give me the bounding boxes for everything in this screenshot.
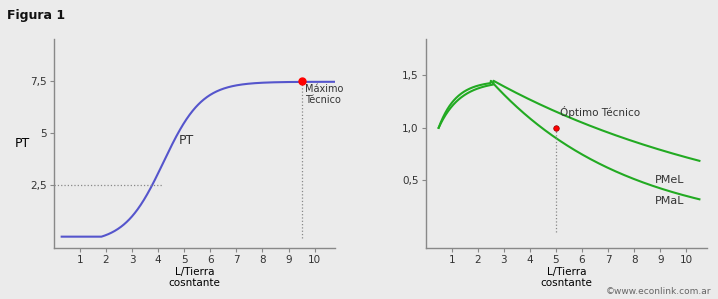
Text: Figura 1: Figura 1	[7, 9, 65, 22]
Text: PMeL: PMeL	[655, 175, 684, 185]
Text: ©www.econlink.com.ar: ©www.econlink.com.ar	[605, 287, 711, 296]
Text: Máximo
Técnico: Máximo Técnico	[304, 84, 343, 106]
X-axis label: L/Tierra
cosntante: L/Tierra cosntante	[541, 266, 592, 288]
Text: PT: PT	[179, 134, 195, 147]
Text: Óptimo Técnico: Óptimo Técnico	[560, 106, 640, 118]
Y-axis label: PT: PT	[14, 137, 29, 150]
X-axis label: L/Tierra
cosntante: L/Tierra cosntante	[169, 266, 220, 288]
Text: PMaL: PMaL	[655, 196, 684, 206]
